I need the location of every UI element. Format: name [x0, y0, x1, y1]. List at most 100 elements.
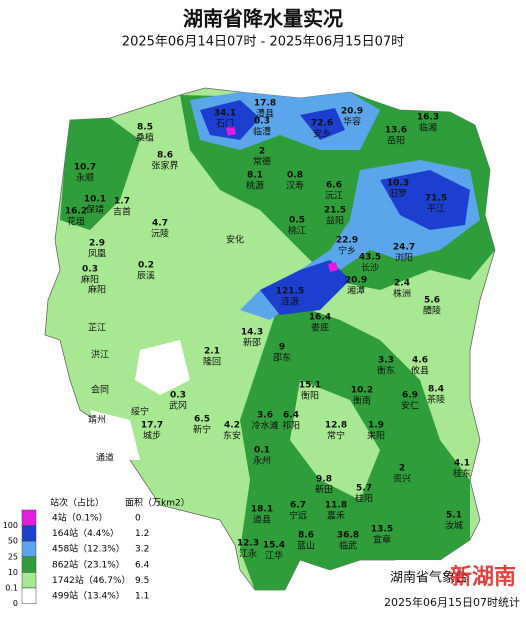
station-name: 永顺 [76, 172, 94, 184]
station-name: 醴陵 [423, 305, 441, 317]
place-name: 通道 [96, 452, 114, 464]
station-value: 15.4 [263, 541, 285, 551]
station-name: 娄底 [311, 322, 329, 334]
station-name: 新宁 [193, 424, 211, 436]
legend-stations: 1742站（46.7%） [52, 574, 131, 586]
station-value: 6.6 [326, 181, 342, 191]
legend-area: 1.2 [135, 529, 149, 539]
station-name: 澧县 [256, 108, 274, 120]
station-name: 资兴 [393, 474, 411, 485]
station-name: 城步 [143, 431, 161, 442]
station-name: 桂东 [453, 468, 471, 480]
station-value: 21.5 [324, 206, 346, 216]
station-name: 邵东 [273, 352, 291, 364]
station-value: 8.5 [137, 123, 153, 133]
station-name: 耒阳 [367, 431, 385, 442]
station-name: 常宁 [327, 430, 345, 442]
legend-swatch [21, 509, 37, 526]
station-value: 22.9 [336, 236, 358, 246]
legend-stations: 862站（23.1%） [52, 558, 125, 570]
station-name: 嘉禾 [327, 510, 345, 522]
station-name: 江永 [239, 548, 257, 560]
place-name: 麻阳 [88, 284, 106, 296]
station-value: 8.4 [428, 385, 444, 395]
station-name: 凤凰 [88, 249, 106, 260]
station-value: 4.2 [224, 421, 240, 431]
station-value: 18.1 [251, 505, 273, 515]
station-name: 涟源 [281, 296, 299, 308]
station-name: 张家界 [151, 160, 178, 172]
station-value: 72.6 [311, 119, 333, 129]
area-blue [260, 260, 350, 315]
place-name: 会同 [91, 384, 109, 396]
station-name: 汨罗 [389, 189, 407, 200]
legend-level: 0.1 [5, 584, 18, 593]
area-white [135, 340, 190, 395]
station-value: 4.7 [152, 219, 168, 229]
station-name: 保靖 [86, 204, 104, 216]
map-areas [44, 87, 496, 591]
legend-area: 1.1 [135, 592, 149, 602]
legend-stations: 499站（13.4%） [52, 590, 125, 602]
legend-stations: 4站（0.1%） [52, 512, 108, 524]
area-blue [380, 170, 470, 230]
area-blue [300, 108, 345, 140]
station-value: 12.3 [237, 539, 259, 549]
station-name: 益阳 [326, 215, 344, 227]
station-name: 宁乡 [338, 245, 356, 257]
station-name: 衡南 [353, 395, 371, 407]
station-value: 5.6 [424, 296, 440, 306]
footer-time: 2025年06月15日07时统计 [384, 595, 520, 609]
station-value: 4.6 [412, 356, 428, 366]
station-value: 2.4 [394, 279, 410, 289]
station-name: 桃江 [288, 225, 306, 237]
station-name: 永州 [253, 455, 271, 467]
station-value: 6.5 [194, 415, 210, 425]
station-name: 衡阳 [301, 390, 319, 402]
legend-header: 站次（占比） [50, 497, 104, 509]
station-value: 43.5 [359, 253, 381, 263]
legend-swatch [21, 572, 37, 589]
area-white [90, 410, 140, 460]
station-name: 沅江 [325, 190, 343, 202]
station-name: 桂阳 [355, 493, 373, 505]
station-value: 9.8 [316, 475, 332, 485]
legend-level: 0 [13, 599, 18, 608]
station-value: 10.2 [351, 386, 373, 396]
station-value: 2 [399, 464, 405, 474]
station-value: 16.2 [65, 207, 87, 217]
station-value: 10.3 [387, 179, 409, 189]
station-name: 衡东 [377, 365, 395, 377]
station-name: 蓝山 [297, 540, 315, 552]
station-name: 临湘 [419, 122, 437, 134]
legend-area: 6.4 [135, 560, 150, 570]
station-value: 6.9 [402, 391, 418, 401]
place-name: 安化 [226, 234, 244, 246]
station-value: 10.7 [74, 163, 96, 173]
station-value: 13.5 [371, 525, 393, 535]
station-value: 17.7 [141, 421, 163, 431]
station-name: 桑植 [136, 132, 154, 144]
station-name: 汉寿 [286, 180, 304, 192]
station-value: 0.5 [289, 216, 305, 226]
station-value: 34.1 [214, 109, 236, 119]
station-value: 2 [259, 147, 265, 157]
station-value: 13.6 [385, 126, 407, 136]
station-name: 岳阳 [387, 135, 405, 147]
station-value: 15.1 [299, 381, 321, 391]
station-name: 攸县 [411, 365, 429, 377]
area-magenta [226, 126, 236, 136]
station-value: 1.9 [368, 421, 384, 431]
station-name: 常德 [253, 156, 271, 168]
station-name: 桃源 [246, 180, 264, 192]
station-name: 新邵 [243, 337, 261, 349]
station-name: 辰溪 [137, 270, 155, 282]
station-value: 8.1 [247, 171, 263, 181]
area-magenta [328, 262, 338, 272]
station-value: 2.1 [204, 347, 220, 357]
place-name: 洪江 [91, 349, 109, 361]
station-name: 宜章 [373, 534, 391, 546]
station-value: 20.9 [345, 276, 367, 286]
